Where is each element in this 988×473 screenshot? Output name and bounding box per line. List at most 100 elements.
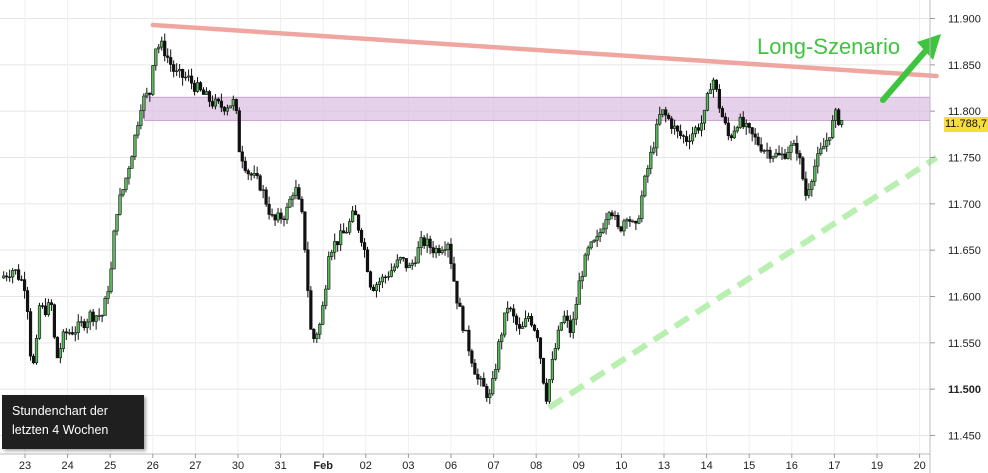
- candle: [291, 192, 295, 207]
- candle: [333, 233, 337, 260]
- candle: [777, 145, 781, 156]
- y-tick-label: 11.900: [948, 14, 981, 26]
- candle: [565, 310, 569, 328]
- candle: [336, 241, 340, 252]
- candle: [547, 379, 552, 407]
- candle: [509, 306, 513, 312]
- candle: [813, 159, 817, 187]
- candle: [562, 310, 566, 325]
- candle: [201, 87, 206, 95]
- candle: [264, 186, 268, 207]
- support-trendline: [547, 154, 939, 411]
- candle: [711, 77, 716, 98]
- candle: [186, 69, 191, 82]
- resistance-trendline: [150, 22, 939, 79]
- candle: [702, 109, 707, 131]
- candle: [118, 187, 122, 216]
- candle: [568, 315, 572, 338]
- candle: [261, 184, 265, 199]
- candle: [422, 235, 426, 249]
- candle: [738, 113, 742, 129]
- candle: [160, 36, 164, 51]
- candle: [783, 148, 787, 160]
- candle: [58, 342, 62, 364]
- candle: [616, 212, 620, 230]
- candle: [717, 84, 721, 113]
- candle: [25, 286, 30, 320]
- candle: [219, 93, 223, 113]
- chart-caption-box: Stundenchart der letzten 4 Wochen: [2, 395, 144, 449]
- candle: [780, 147, 784, 160]
- candle: [684, 130, 689, 147]
- candle: [356, 213, 361, 234]
- candle: [14, 269, 18, 275]
- x-tick-label: 09: [573, 460, 585, 472]
- candle: [619, 225, 623, 233]
- candle: [440, 246, 444, 255]
- candle: [834, 107, 838, 128]
- candle: [348, 218, 352, 235]
- arrow-shaft: [880, 45, 931, 103]
- candle: [181, 68, 185, 86]
- candle: [598, 228, 602, 243]
- candle: [529, 313, 534, 328]
- y-tick-label: 11.550: [948, 338, 981, 350]
- x-tick-label: 02: [360, 460, 372, 472]
- candle: [124, 177, 128, 193]
- candle: [368, 270, 373, 290]
- candle: [371, 284, 376, 292]
- candle: [139, 104, 143, 130]
- candle: [658, 106, 662, 126]
- candle: [288, 195, 292, 208]
- candle: [377, 277, 382, 293]
- candle: [759, 137, 763, 153]
- candle: [786, 146, 790, 160]
- candle: [303, 211, 307, 253]
- candle: [85, 318, 89, 334]
- candle: [145, 87, 149, 99]
- x-tick-label: 03: [402, 460, 414, 472]
- candle: [837, 107, 841, 126]
- candle: [714, 79, 718, 92]
- candle: [34, 334, 39, 365]
- candle: [136, 121, 140, 139]
- candle: [520, 321, 525, 329]
- candle: [398, 256, 402, 264]
- candle: [282, 215, 286, 227]
- candle: [395, 254, 399, 269]
- candle: [67, 328, 71, 336]
- candle: [801, 156, 805, 181]
- candle: [8, 269, 12, 282]
- candle: [723, 112, 727, 126]
- candle: [216, 97, 221, 104]
- candle: [28, 308, 33, 361]
- candle: [681, 134, 686, 144]
- candle: [643, 174, 647, 198]
- candle: [640, 190, 644, 223]
- candle: [461, 305, 465, 333]
- candle: [321, 301, 325, 326]
- candle: [649, 145, 653, 175]
- long-scenario-arrow: [880, 34, 941, 103]
- candle: [410, 259, 414, 270]
- candle: [586, 245, 590, 261]
- candle: [19, 275, 24, 282]
- candle: [166, 48, 170, 64]
- candle: [488, 388, 492, 405]
- candle: [315, 332, 319, 344]
- candle: [479, 375, 483, 387]
- x-tick-label: 24: [61, 460, 73, 472]
- candle: [774, 148, 778, 159]
- resistance-zone: [143, 96, 931, 121]
- y-tick-label: 11.600: [948, 291, 981, 303]
- candle: [828, 137, 832, 146]
- candle: [840, 120, 844, 128]
- candle: [571, 311, 575, 339]
- candle: [210, 95, 215, 109]
- candle: [106, 285, 110, 305]
- candle: [798, 150, 802, 165]
- candle: [437, 244, 441, 256]
- candle: [541, 357, 546, 385]
- candle: [243, 156, 247, 173]
- candle: [467, 325, 471, 357]
